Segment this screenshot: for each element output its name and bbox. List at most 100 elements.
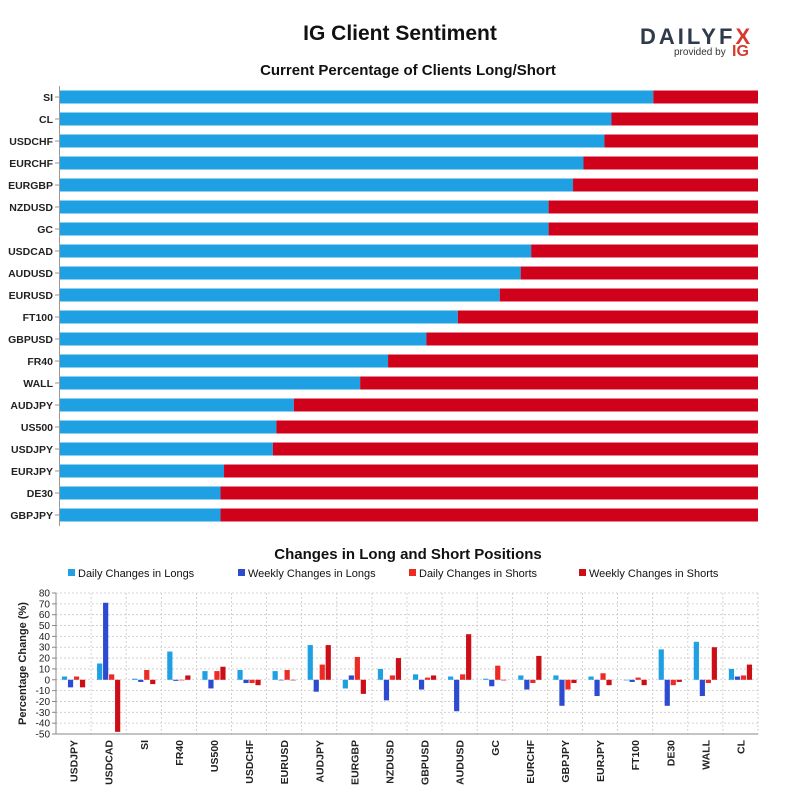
bar-audusd-s3: [466, 634, 472, 680]
category-label: EURGBP: [8, 180, 53, 192]
x-tick-label: DE30: [665, 740, 677, 766]
bar-gbpjpy-s2: [565, 679, 571, 690]
long-bar-eurjpy: [60, 464, 225, 478]
x-tick-label: NZDUSD: [384, 740, 396, 784]
legend-weekly-longs: Weekly Changes in Longs: [238, 568, 376, 580]
short-bar-nzdusd: [548, 200, 758, 214]
bar-de30-s3: [676, 679, 682, 682]
category-label: NZDUSD: [9, 202, 53, 214]
legend-swatch: [238, 569, 245, 576]
bar-usdcad-s1: [103, 602, 109, 680]
bar-nzdusd-s1: [383, 679, 390, 701]
bar-fr40-s3: [185, 675, 191, 680]
long-bar-cl: [60, 112, 612, 126]
bar-eurgbp-s2: [354, 656, 360, 680]
bar-gbpusd-s1: [418, 679, 425, 690]
long-bar-audusd: [60, 266, 521, 280]
main-title: IG Client Sentiment: [303, 22, 497, 45]
x-tick-label: US500: [209, 740, 221, 772]
long-bar-fr40: [60, 354, 389, 368]
short-bar-gbpusd: [426, 332, 758, 346]
bar-fr40-s2: [179, 679, 185, 681]
bar-wall-s3: [711, 647, 717, 680]
logo-wordmark: DAILYFX: [640, 24, 753, 50]
bar-usdcad-s0: [97, 663, 103, 680]
category-label: EURCHF: [9, 158, 53, 170]
bar-si-s1: [138, 679, 144, 682]
bar-eurusd-s1: [278, 679, 284, 681]
bar-us500-s1: [208, 679, 214, 689]
logo-word-daily: DAILY: [640, 24, 719, 49]
short-bar-de30: [220, 486, 759, 500]
bar-nzdusd-s3: [395, 658, 402, 680]
bar-de30-s0: [658, 649, 664, 680]
short-bar-eurusd: [499, 288, 758, 302]
bar-gbpjpy-s0: [553, 675, 559, 680]
x-tick-label: AUDUSD: [455, 740, 467, 785]
bar-gbpjpy-s3: [571, 679, 577, 684]
legend-daily-shorts: Daily Changes in Shorts: [409, 568, 537, 580]
bar-eurchf-s1: [524, 679, 530, 690]
y-tick-label: 80: [39, 589, 51, 600]
logo-word-x: X: [735, 24, 754, 49]
bar-usdjpy-s3: [79, 679, 86, 688]
category-label: USDCHF: [9, 136, 53, 148]
category-label: CL: [39, 114, 54, 126]
legend-swatch: [579, 569, 586, 576]
x-tick-label: GBPUSD: [420, 740, 432, 785]
long-bar-gbpusd: [60, 332, 427, 346]
bar-usdjpy-s1: [67, 679, 74, 688]
legend-weekly-shorts: Weekly Changes in Shorts: [579, 568, 718, 580]
bar-audjpy-s3: [325, 645, 331, 680]
bar-wall-s2: [705, 679, 711, 684]
short-bar-eurjpy: [224, 464, 758, 478]
y-tick-label: -40: [36, 719, 51, 730]
bar-eurusd-s3: [290, 679, 296, 681]
bar-audjpy-s1: [313, 679, 319, 692]
long-bar-si: [60, 90, 654, 104]
short-bar-gbpjpy: [220, 508, 759, 522]
bar-cl-s0: [728, 668, 735, 680]
long-bar-usdjpy: [60, 442, 273, 456]
y-axis-label: Percentage Change (%): [17, 602, 29, 725]
bar-us500-s3: [220, 666, 226, 680]
dailyfx-logo: DAILYFX provided by IG: [632, 24, 752, 64]
x-tick-label: AUDJPY: [314, 740, 326, 783]
bar-fr40-s1: [173, 679, 179, 681]
legend-label: Daily Changes in Shorts: [419, 568, 538, 580]
category-label: EURUSD: [9, 290, 54, 302]
bar-ft100-s1: [629, 679, 635, 682]
short-bar-ft100: [457, 310, 758, 324]
bar-audjpy-s2: [319, 664, 325, 680]
bar-ft100-s3: [641, 679, 647, 686]
legend-label: Weekly Changes in Shorts: [589, 568, 719, 580]
bar-cl-s2: [740, 675, 747, 680]
x-tick-label: GC: [490, 740, 502, 756]
bar-usdchf-s0: [237, 670, 243, 680]
bar-eurjpy-s3: [606, 679, 612, 686]
long-bar-usdcad: [60, 244, 532, 258]
long-bar-audjpy: [60, 398, 294, 412]
bar-audusd-s2: [460, 674, 466, 680]
legend-swatch: [68, 569, 75, 576]
category-label: AUDUSD: [8, 268, 53, 280]
bar-gc-s1: [489, 679, 495, 687]
y-tick-label: 70: [39, 599, 51, 610]
short-bar-eurgbp: [573, 178, 758, 192]
bar-wall-s1: [699, 679, 705, 697]
bar-gc-s3: [501, 679, 507, 681]
bar-us500-s0: [202, 671, 208, 680]
logo-word-f: F: [718, 24, 736, 49]
long-bar-wall: [60, 376, 361, 390]
bar-audusd-s1: [454, 679, 460, 712]
x-tick-label: FT100: [630, 740, 642, 771]
bar-audjpy-s0: [307, 645, 313, 680]
y-tick-label: 0: [44, 675, 50, 686]
x-tick-label: SI: [139, 740, 151, 750]
category-label: US500: [21, 422, 53, 434]
bar-wall-s0: [693, 641, 699, 680]
bar-gbpjpy-s1: [559, 679, 565, 706]
sentiment-chart: SI CL USDCHF EURCHF EURGBP NZDUSD GC USDCAD AUDU…: [8, 86, 759, 526]
bar-eurusd-s0: [272, 671, 278, 680]
bar-ft100-s2: [635, 677, 641, 680]
